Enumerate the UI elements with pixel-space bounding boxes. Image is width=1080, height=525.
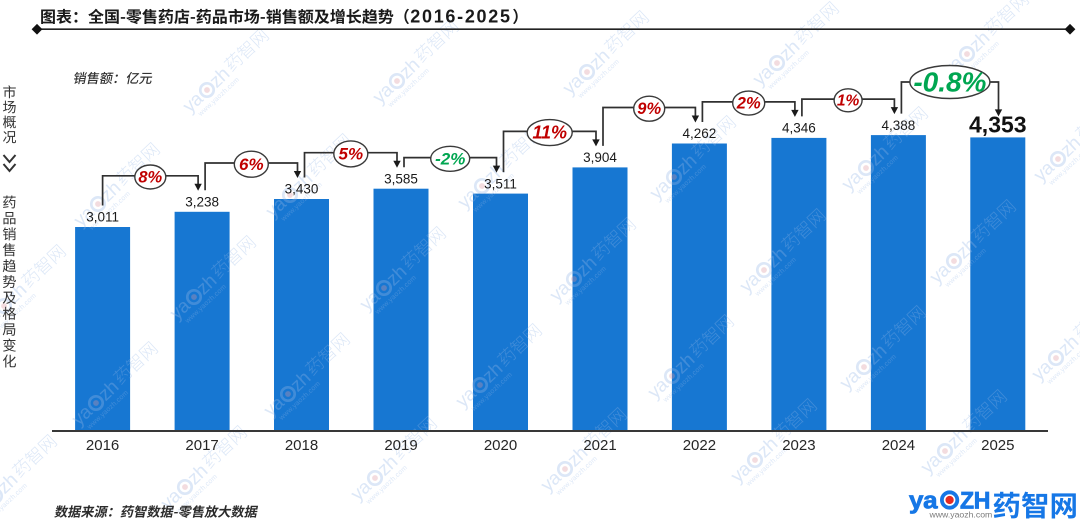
svg-text:2023: 2023 [782,437,815,454]
svg-text:5%: 5% [339,145,364,164]
svg-text:2025: 2025 [981,437,1014,454]
svg-text:4,353: 4,353 [969,111,1027,137]
svg-text:3,430: 3,430 [285,182,319,197]
svg-text:2018: 2018 [285,437,318,454]
svg-text:2016: 2016 [86,437,119,454]
svg-text:2%: 2% [736,95,761,113]
svg-text:6%: 6% [239,155,264,174]
svg-text:-2%: -2% [435,150,465,169]
svg-text:2022: 2022 [683,437,716,454]
svg-text:2020: 2020 [484,437,517,454]
svg-text:4,388: 4,388 [882,118,916,133]
svg-text:4,346: 4,346 [782,121,816,136]
svg-text:3,011: 3,011 [86,210,119,225]
svg-text:4,262: 4,262 [683,126,717,141]
svg-text:3,238: 3,238 [185,195,219,210]
svg-text:2021: 2021 [583,437,616,454]
svg-text:www.yaozh.com: www.yaozh.com [929,509,993,519]
svg-text:9%: 9% [637,100,661,118]
svg-text:8%: 8% [138,169,162,187]
svg-text:11%: 11% [532,123,567,143]
svg-text:3,904: 3,904 [583,150,617,165]
svg-text:2017: 2017 [185,437,218,454]
svg-text:2024: 2024 [882,437,915,454]
svg-text:-0.8%: -0.8% [913,66,986,97]
svg-text:ZH: ZH [960,487,990,514]
svg-text:1%: 1% [837,93,860,110]
svg-text:2019: 2019 [384,437,417,454]
svg-text:3,511: 3,511 [484,176,517,191]
svg-text:2016-2025: 2016-2025 [410,7,511,27]
svg-text:ya: ya [909,487,939,514]
svg-text:3,585: 3,585 [384,171,418,186]
